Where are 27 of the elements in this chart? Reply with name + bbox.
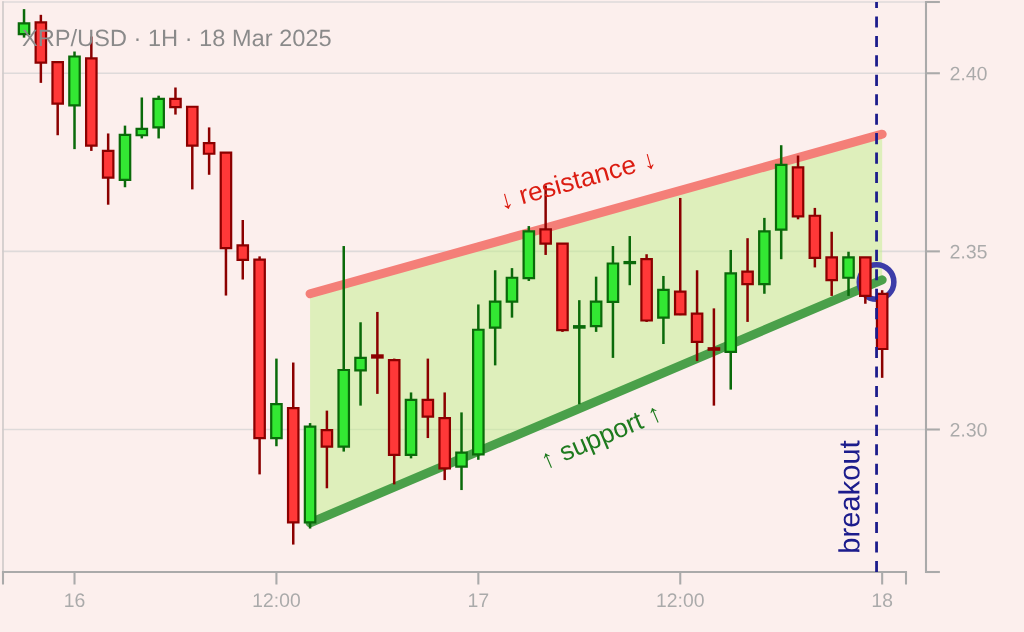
candlestick <box>842 250 855 298</box>
x-tick-label: 18 <box>872 593 893 608</box>
y-tick-label: 2.30 <box>950 422 987 437</box>
candlestick <box>354 321 367 407</box>
x-tick-label: 16 <box>65 593 85 608</box>
candlestick <box>623 234 637 287</box>
candlestick <box>455 411 468 492</box>
candlestick <box>707 307 721 407</box>
y-tick-label: 2.40 <box>950 66 987 81</box>
ref-line-label: breakout <box>838 440 860 552</box>
candlestick <box>236 218 250 281</box>
candlestick <box>202 126 216 177</box>
candlestick <box>741 236 754 324</box>
x-tick-label: 17 <box>469 593 489 607</box>
x-tick-label: 12:00 <box>253 593 300 608</box>
candlestick <box>371 310 384 396</box>
candlestick <box>421 357 435 440</box>
candlestick <box>505 266 519 319</box>
x-tick-label: 12:00 <box>657 593 704 608</box>
candlestick <box>169 86 182 116</box>
annotation: ↓ resistance ↓ <box>500 149 655 210</box>
candlestick <box>673 196 687 317</box>
candlestick <box>825 230 839 298</box>
candlestick <box>135 96 149 140</box>
y-tick-label: 2.35 <box>950 244 987 259</box>
candlestick <box>320 409 334 490</box>
candlestick <box>572 298 586 406</box>
